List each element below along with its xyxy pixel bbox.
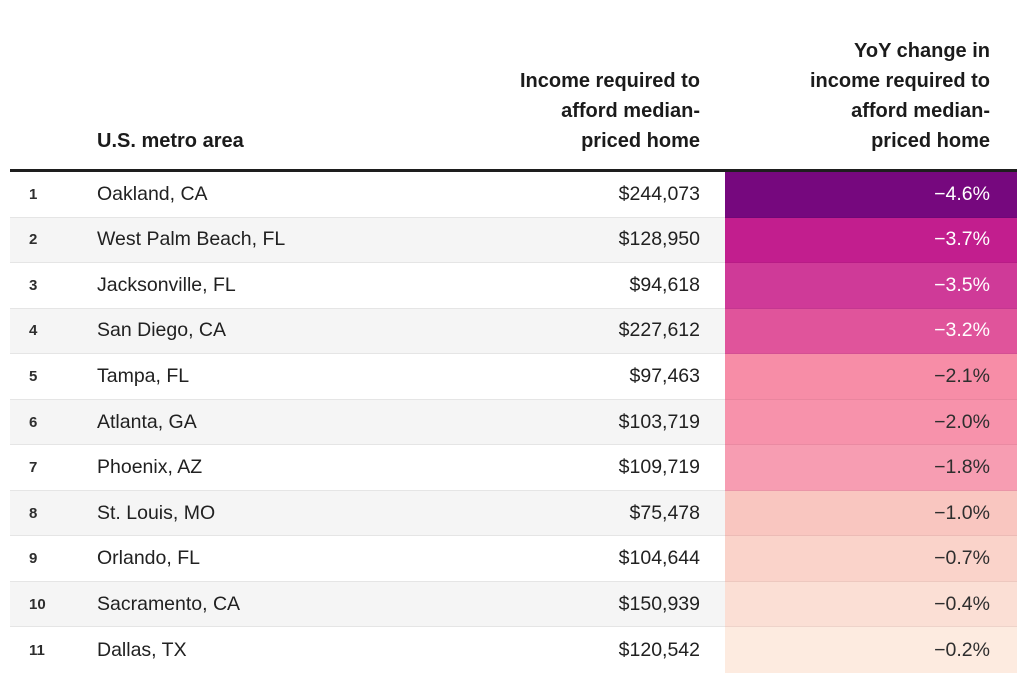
rank-cell: 1 (10, 172, 97, 218)
table-body: 1 Oakland, CA $244,073 −4.6% 2 West Palm Beac… (10, 169, 1017, 674)
table-row: 6 Atlanta, GA $103,719 −2.0% (10, 399, 1017, 446)
yoy-cell: −3.5% (725, 263, 1017, 309)
metro-cell: San Diego, CA (97, 308, 437, 355)
rank-cell: 2 (10, 217, 97, 264)
table-row: 11 Dallas, TX $120,542 −0.2% (10, 627, 1017, 674)
table-row: 1 Oakland, CA $244,073 −4.6% (10, 172, 1017, 218)
metro-cell: Tampa, FL (97, 354, 437, 400)
table-row: 5 Tampa, FL $97,463 −2.1% (10, 354, 1017, 400)
rank-cell: 7 (10, 445, 97, 491)
yoy-cell: −0.4% (725, 581, 1017, 628)
rank-cell: 3 (10, 263, 97, 309)
metro-column-header: U.S. metro area (97, 130, 244, 152)
income-cell: $128,950 (437, 217, 725, 264)
income-cell: $244,073 (437, 172, 725, 218)
yoy-cell: −1.0% (725, 490, 1017, 537)
yoy-cell: −3.2% (725, 308, 1017, 355)
metro-cell: Jacksonville, FL (97, 263, 437, 309)
metro-cell: Phoenix, AZ (97, 445, 437, 491)
rank-cell: 6 (10, 399, 97, 446)
table-row: 3 Jacksonville, FL $94,618 −3.5% (10, 263, 1017, 309)
income-cell: $150,939 (437, 581, 725, 628)
table-row: 8 St. Louis, MO $75,478 −1.0% (10, 490, 1017, 537)
rank-cell: 5 (10, 354, 97, 400)
table-row: 7 Phoenix, AZ $109,719 −1.8% (10, 445, 1017, 491)
income-cell: $94,618 (437, 263, 725, 309)
yoy-cell: −1.8% (725, 445, 1017, 491)
income-cell: $104,644 (437, 536, 725, 582)
income-table-graphic: U.S. metro area Income required to affor… (10, 0, 1017, 675)
income-cell: $97,463 (437, 354, 725, 400)
income-cell: $75,478 (437, 490, 725, 537)
income-cell: $109,719 (437, 445, 725, 491)
rank-cell: 10 (10, 581, 97, 628)
table-row: 10 Sacramento, CA $150,939 −0.4% (10, 581, 1017, 628)
rank-cell: 8 (10, 490, 97, 537)
table-header-row: U.S. metro area Income required to affor… (10, 0, 1017, 169)
rank-cell: 4 (10, 308, 97, 355)
yoy-cell: −0.7% (725, 536, 1017, 582)
table-row: 2 West Palm Beach, FL $128,950 −3.7% (10, 217, 1017, 264)
yoy-cell: −2.0% (725, 399, 1017, 446)
metro-cell: St. Louis, MO (97, 490, 437, 537)
income-cell: $103,719 (437, 399, 725, 446)
metro-cell: Atlanta, GA (97, 399, 437, 446)
rank-cell: 9 (10, 536, 97, 582)
yoy-cell: −0.2% (725, 627, 1017, 674)
income-cell: $120,542 (618, 638, 700, 661)
income-column-header: Income required to afford median- priced… (519, 70, 700, 152)
table-row: 4 San Diego, CA $227,612 −3.2% (10, 308, 1017, 355)
metro-cell: Oakland, CA (97, 172, 437, 218)
yoy-cell: −4.6% (725, 172, 1017, 218)
table-row: 9 Orlando, FL $104,644 −0.7% (10, 536, 1017, 582)
income-cell: $227,612 (437, 308, 725, 355)
yoy-cell: −3.7% (725, 217, 1017, 264)
metro-cell: Sacramento, CA (97, 581, 437, 628)
rank-cell: 11 (29, 641, 45, 659)
yoy-column-header: YoY change in income required to afford … (809, 40, 990, 152)
metro-cell: Dallas, TX (97, 638, 187, 661)
metro-cell: Orlando, FL (97, 536, 437, 582)
yoy-cell: −2.1% (725, 354, 1017, 400)
metro-cell: West Palm Beach, FL (97, 217, 437, 264)
